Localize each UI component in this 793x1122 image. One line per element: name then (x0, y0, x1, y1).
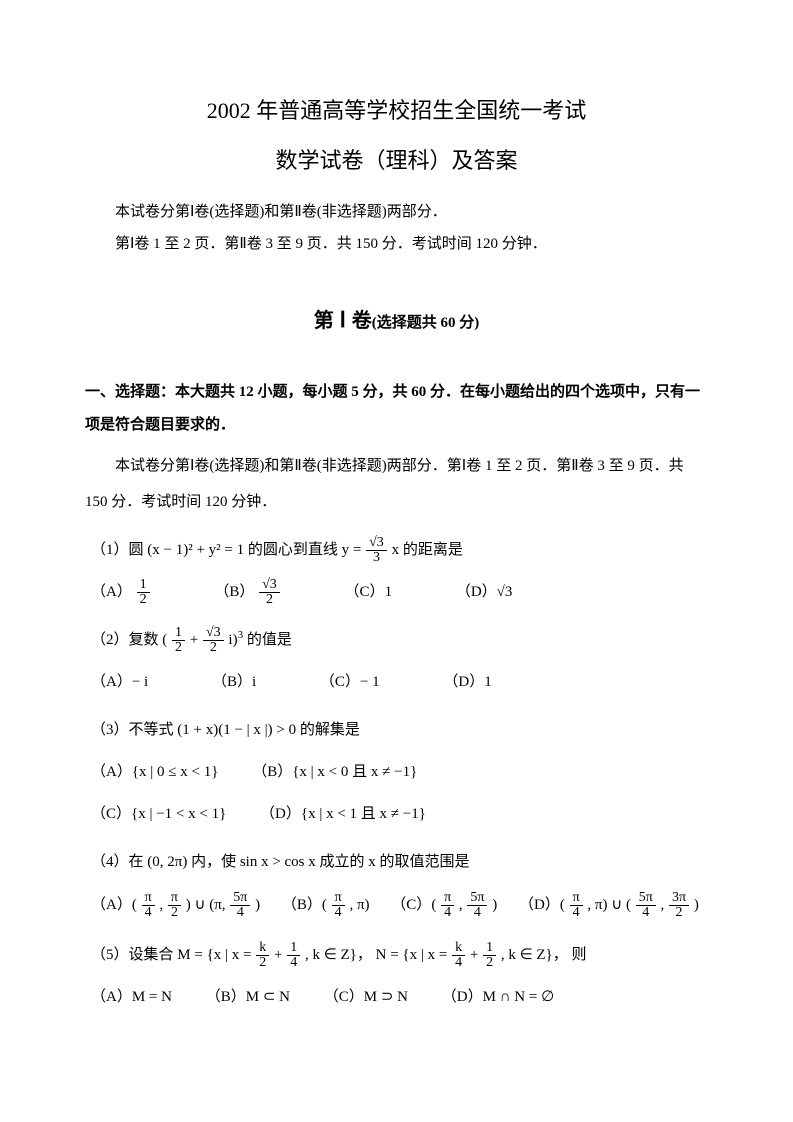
q1-opt-c: （C）1 (345, 574, 393, 610)
q3-opt-d: （D）{x | x < 1 且 x ≠ −1} (260, 796, 426, 832)
q1-post: 的距离是 (403, 542, 463, 558)
q1-x: x (392, 542, 400, 558)
q1-mid: 的圆心到直线 (248, 542, 342, 558)
q2-opt-d: （D）1 (443, 664, 491, 700)
question-5: （5）设集合 M = {x | x = k2 + 14 , k ∈ Z}， N … (85, 937, 708, 973)
q5-opt-b: （B）M ⊂ N (206, 979, 290, 1015)
q2-f1: 12 (172, 626, 185, 656)
q5-opt-c: （C）M ⊃ N (324, 979, 408, 1015)
intro-1: 本试卷分第Ⅰ卷(选择题)和第Ⅱ卷(非选择题)两部分． (85, 198, 708, 227)
q2-post: 的值是 (247, 632, 292, 648)
section-word: 卷 (352, 310, 372, 332)
q1-frac: √3 3 (366, 536, 387, 566)
section-prefix: 第 (314, 310, 334, 332)
q5-options: （A）M = N （B）M ⊂ N （C）M ⊃ N （D）M ∩ N = ∅ (85, 979, 708, 1015)
intro-2: 第Ⅰ卷 1 至 2 页．第Ⅱ卷 3 至 9 页．共 150 分．考试时间 120… (85, 230, 708, 259)
q2-opt-a: （A）− i (91, 664, 148, 700)
repeat-para: 本试卷分第Ⅰ卷(选择题)和第Ⅱ卷(非选择题)两部分．第Ⅰ卷 1 至 2 页．第Ⅱ… (85, 448, 708, 520)
q1-frac-den: 3 (366, 551, 387, 566)
q4-opt-a: （A）( π4 , π2 ) ∪ (π, 5π4 ) (91, 886, 260, 925)
q3-opt-a: （A）{x | 0 ≤ x < 1} (91, 754, 218, 790)
q2-options: （A）− i （B）i （C）− 1 （D）1 (85, 664, 708, 700)
q1-pre: （1）圆 (91, 542, 144, 558)
q2-opt-c: （C）− 1 (320, 664, 380, 700)
q4-opt-d: （D）( π4 , π) ∪ ( 5π4 , 3π2 ) (519, 886, 699, 925)
title-line-2: 数学试卷（理科）及答案 (85, 140, 708, 182)
q4-options: （A）( π4 , π2 ) ∪ (π, 5π4 ) （B）( π4 , π) … (85, 886, 708, 925)
question-2: （2）复数 ( 12 + √32 i)3 的值是 (85, 622, 708, 658)
section-paren: (选择题共 60 分) (372, 315, 480, 331)
q1-options: （A） 12 （B） √32 （C）1 （D）√3 (85, 574, 708, 610)
question-4: （4）在 (0, 2π) 内，使 sin x > cos x 成立的 x 的取值… (85, 844, 708, 880)
q3-options-row1: （A）{x | 0 ≤ x < 1} （B）{x | x < 0 且 x ≠ −… (85, 754, 708, 790)
q2-opt-b: （B）i (212, 664, 256, 700)
q1-opt-d: （D）√3 (456, 574, 513, 610)
q5-opt-a: （A）M = N (91, 979, 172, 1015)
section-heading: 第 Ⅰ 卷(选择题共 60 分) (85, 299, 708, 341)
q1-opt-a: （A） 12 (91, 574, 151, 610)
question-1: （1）圆 (x − 1)² + y² = 1 的圆心到直线 y = √3 3 x… (85, 532, 708, 568)
q2-pre: （2）复数 (91, 632, 159, 648)
q3-opt-b: （B）{x | x < 0 且 x ≠ −1} (252, 754, 417, 790)
q3-options-row2: （C）{x | −1 < x < 1} （D）{x | x < 1 且 x ≠ … (85, 796, 708, 832)
q4-opt-c: （C）( π4 , 5π4 ) (391, 886, 497, 925)
q1-opt-b: （B） √32 (214, 574, 280, 610)
section-roman: Ⅰ (338, 307, 349, 332)
q2-f2: √32 (203, 626, 224, 656)
q3-opt-c: （C）{x | −1 < x < 1} (91, 796, 226, 832)
q1-math: (x − 1)² + y² = 1 (147, 542, 244, 558)
section-prompt: 一、选择题：本大题共 12 小题，每小题 5 分，共 60 分．在每小题给出的四… (85, 376, 708, 442)
q1-yeq: y = (342, 542, 362, 558)
q4-opt-b: （B）( π4 , π) (282, 886, 370, 925)
q2-pow: 3 (238, 629, 244, 641)
title-line-1: 2002 年普通高等学校招生全国统一考试 (85, 90, 708, 132)
q1-frac-num: √3 (366, 536, 387, 552)
question-3: （3）不等式 (1 + x)(1 − | x |) > 0 的解集是 (85, 712, 708, 748)
q5-opt-d: （D）M ∩ N = ∅ (442, 979, 554, 1015)
